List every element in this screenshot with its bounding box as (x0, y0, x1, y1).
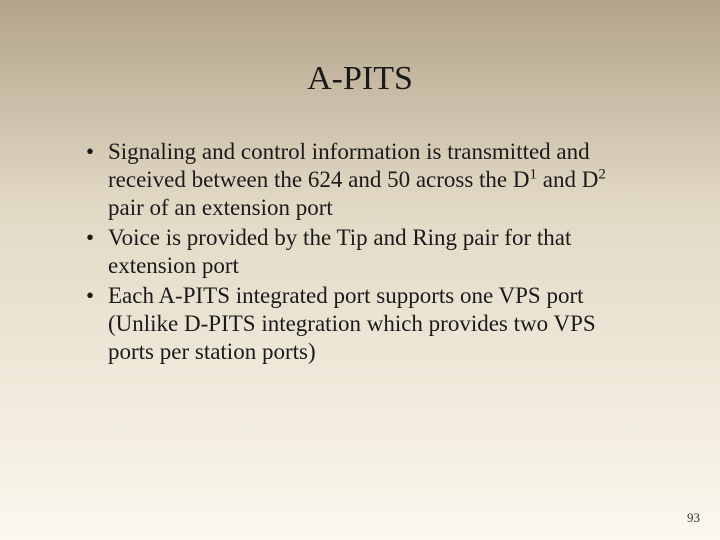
bullet-text: Signaling and control information is tra… (108, 139, 590, 192)
bullet-item: Voice is provided by the Tip and Ring pa… (80, 224, 640, 280)
bullet-text: and D (537, 167, 598, 192)
page-number: 93 (687, 510, 700, 526)
slide: A-PITS Signaling and control information… (0, 0, 720, 540)
bullet-text: Voice is provided by the Tip and Ring pa… (108, 225, 571, 278)
bullet-list: Signaling and control information is tra… (80, 138, 640, 366)
superscript: 2 (598, 166, 605, 182)
slide-title: A-PITS (60, 60, 660, 98)
superscript: 1 (530, 166, 537, 182)
bullet-text: pair of an extension port (108, 195, 333, 220)
bullet-item: Signaling and control information is tra… (80, 138, 640, 222)
bullet-item: Each A-PITS integrated port supports one… (80, 282, 640, 366)
bullet-text: Each A-PITS integrated port supports one… (108, 283, 596, 364)
